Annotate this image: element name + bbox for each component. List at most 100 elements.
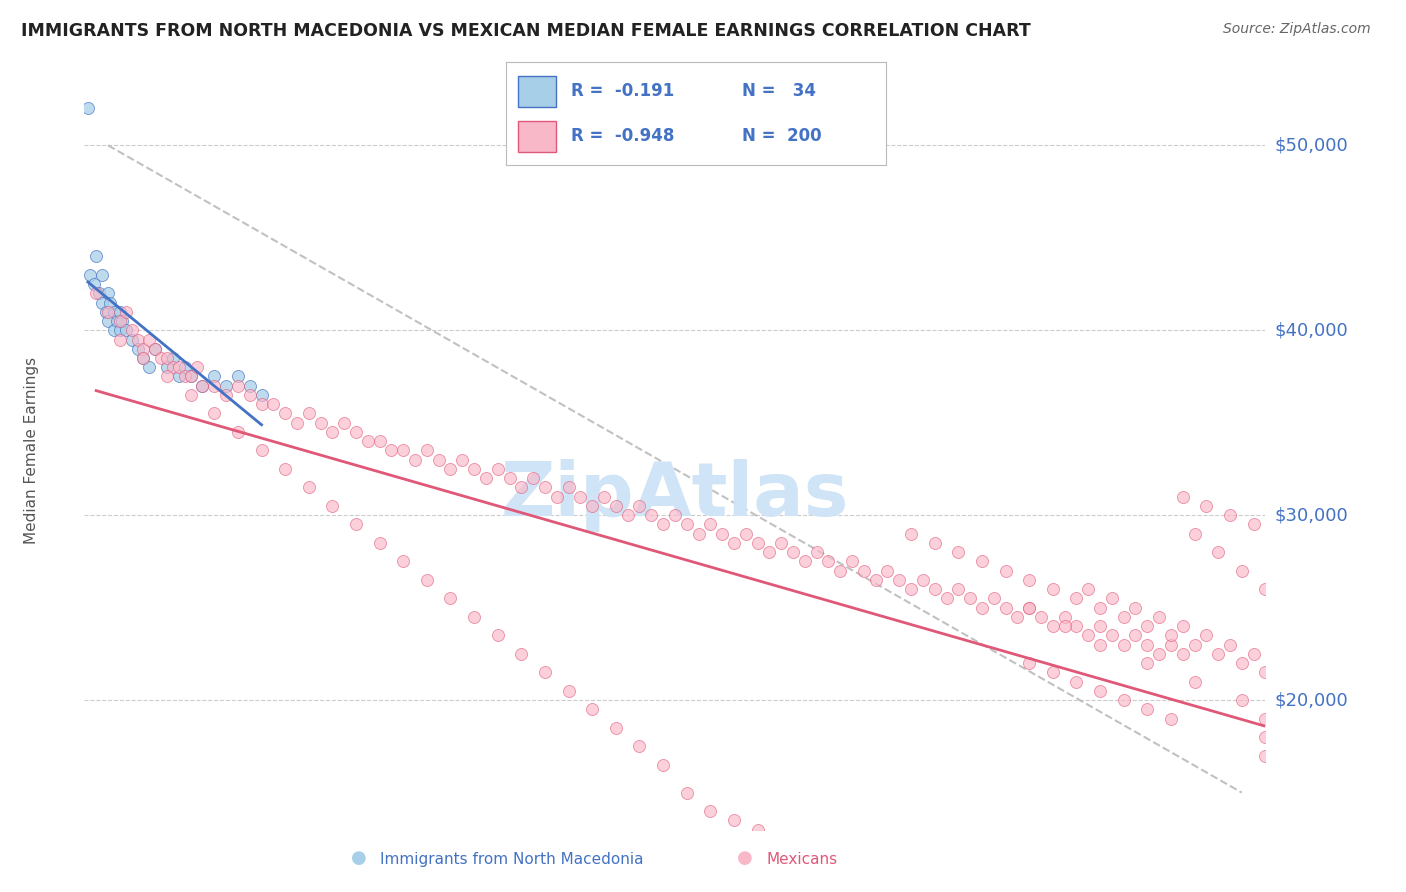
Point [380, 443, 402, 458]
Point [121, 333, 143, 347]
Point [970, 600, 993, 615]
Text: N =  200: N = 200 [741, 128, 821, 145]
Point [522, 471, 544, 485]
Point [215, 388, 238, 402]
Point [605, 721, 627, 735]
Point [841, 554, 863, 568]
Point [79, 268, 101, 282]
Point [150, 351, 173, 365]
Point [889, 878, 911, 892]
Point [167, 360, 190, 375]
Point [475, 471, 498, 485]
Point [156, 351, 179, 365]
Text: ●: ● [350, 849, 367, 867]
Point [262, 397, 284, 411]
Point [1147, 610, 1170, 624]
Point [344, 425, 367, 439]
Point [1018, 573, 1040, 587]
Point [439, 591, 461, 606]
Point [557, 480, 579, 494]
Point [463, 610, 485, 624]
Point [865, 573, 887, 587]
Point [1160, 628, 1182, 642]
Text: R =  -0.948: R = -0.948 [571, 128, 673, 145]
Point [1112, 610, 1135, 624]
Point [1101, 628, 1123, 642]
FancyBboxPatch shape [517, 76, 555, 106]
Text: Median Female Earnings: Median Female Earnings [24, 357, 39, 544]
Point [734, 526, 756, 541]
Point [628, 499, 651, 513]
Point [239, 388, 262, 402]
Point [1219, 638, 1241, 652]
Point [1053, 619, 1076, 633]
Point [156, 360, 179, 375]
Point [186, 360, 208, 375]
Point [534, 665, 557, 680]
Point [1066, 591, 1088, 606]
Text: ZipAtlas: ZipAtlas [501, 459, 849, 533]
Point [1053, 610, 1076, 624]
Point [108, 323, 131, 337]
Point [298, 407, 321, 421]
Point [274, 407, 297, 421]
Point [1125, 628, 1147, 642]
Point [463, 462, 485, 476]
Point [333, 416, 356, 430]
Point [97, 305, 120, 319]
Point [202, 407, 225, 421]
Point [534, 480, 557, 494]
Point [202, 378, 225, 392]
Point [486, 628, 509, 642]
Point [427, 452, 450, 467]
Point [368, 536, 391, 550]
Point [108, 314, 131, 328]
Point [87, 286, 110, 301]
Point [1184, 674, 1206, 689]
Point [1254, 582, 1277, 596]
Point [368, 434, 391, 449]
Point [723, 814, 745, 828]
Point [889, 573, 911, 587]
Point [782, 545, 804, 559]
Point [1230, 693, 1253, 707]
Point [1219, 508, 1241, 523]
Point [900, 582, 922, 596]
Point [202, 369, 225, 384]
Point [652, 757, 675, 772]
Point [1007, 610, 1029, 624]
Point [1206, 545, 1229, 559]
Point [770, 536, 793, 550]
Point [191, 378, 214, 392]
Point [557, 684, 579, 698]
Point [498, 471, 520, 485]
Point [935, 591, 957, 606]
Point [1066, 674, 1088, 689]
Point [852, 564, 875, 578]
Text: $40,000: $40,000 [1275, 321, 1348, 339]
Point [83, 277, 105, 291]
Point [675, 517, 697, 532]
Point [1088, 684, 1111, 698]
Point [1243, 517, 1265, 532]
Point [111, 314, 134, 328]
Point [250, 397, 273, 411]
Point [173, 369, 195, 384]
Point [793, 841, 815, 855]
Point [569, 490, 592, 504]
Point [911, 573, 934, 587]
Point [1254, 748, 1277, 763]
Point [180, 369, 202, 384]
Point [1042, 619, 1064, 633]
Point [970, 554, 993, 568]
Point [1160, 712, 1182, 726]
Point [84, 286, 107, 301]
Point [143, 342, 166, 356]
Point [98, 295, 121, 310]
Point [121, 323, 143, 337]
Point [132, 351, 155, 365]
Text: Source: ZipAtlas.com: Source: ZipAtlas.com [1223, 22, 1371, 37]
Point [841, 859, 863, 873]
Point [747, 536, 769, 550]
Point [699, 804, 721, 818]
